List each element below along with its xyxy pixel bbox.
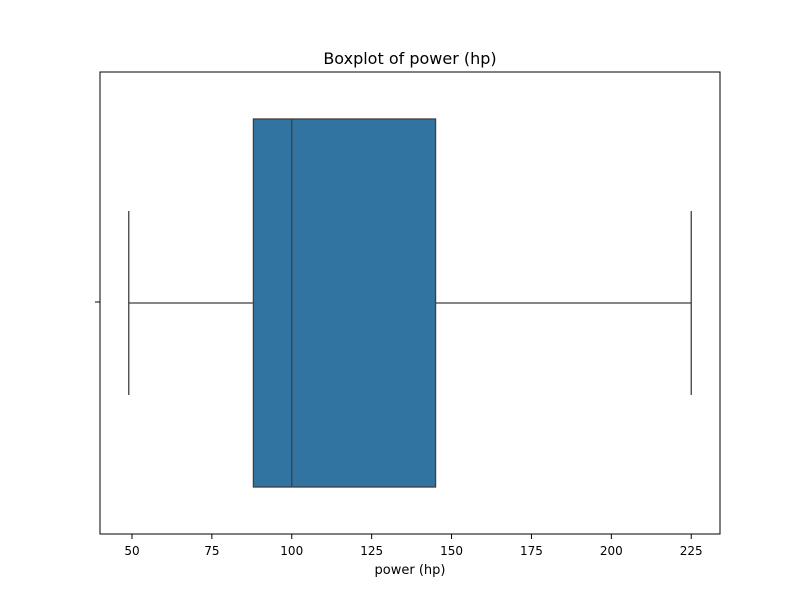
x-tick-label: 50	[124, 544, 139, 558]
plot-frame	[99, 71, 721, 535]
iqr-box	[252, 118, 437, 488]
x-tick-label: 175	[520, 544, 543, 558]
chart-title: Boxplot of power (hp)	[323, 49, 496, 68]
x-tick-label: 225	[680, 544, 703, 558]
x-tick-label: 200	[600, 544, 623, 558]
x-tick-label: 100	[280, 544, 303, 558]
box-group	[128, 118, 692, 488]
x-axis-label: power (hp)	[375, 563, 446, 578]
x-tick-label: 125	[360, 544, 383, 558]
x-axis-ticks: 50 75 100 125 150 175 200 225	[124, 534, 703, 558]
x-tick-label: 150	[440, 544, 463, 558]
x-tick-label: 75	[204, 544, 219, 558]
